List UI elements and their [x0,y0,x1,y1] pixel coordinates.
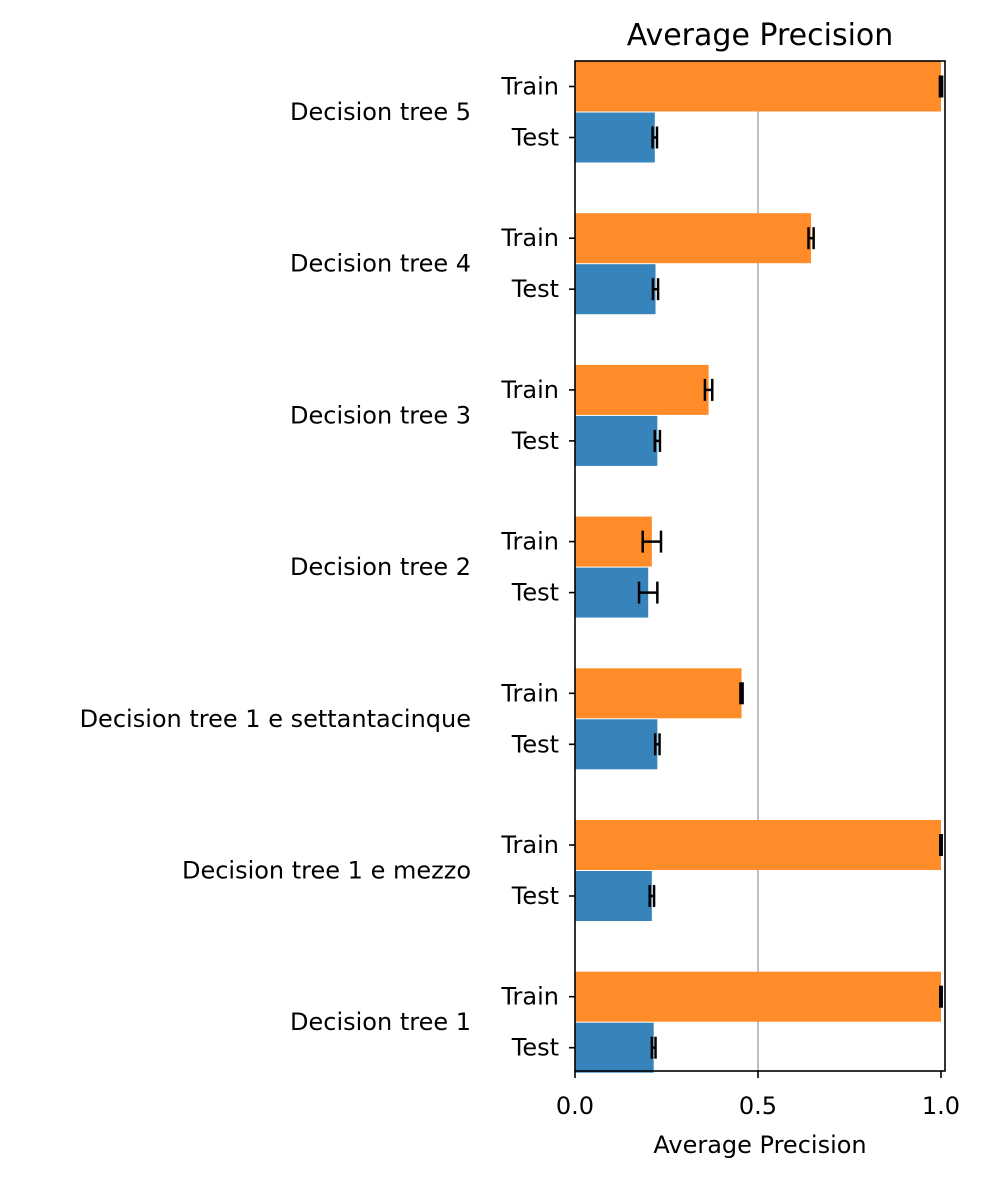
group-label: Decision tree 1 e mezzo [182,857,471,885]
test-bar [575,415,658,466]
x-tick-label: 1.0 [922,1092,960,1120]
train-bar [575,364,709,415]
axes: Decision tree 5 Train Test Decision tree 4 T… [80,60,960,1120]
group-label: Decision tree 5 [290,98,471,126]
y-tick-label: Train [500,983,559,1011]
test-bar [575,567,649,618]
y-tick-label: Test [511,124,559,152]
group-label: Decision tree 2 [290,553,471,581]
y-tick-label: Train [500,73,559,101]
y-tick-label: Train [500,679,559,707]
train-bar [575,213,812,264]
train-bar [575,971,941,1022]
test-bar [575,264,656,315]
train-bar [575,61,941,112]
y-tick-label: Train [500,224,559,252]
train-bar [575,516,652,567]
test-bar [575,719,658,770]
chart-title: Average Precision [627,18,894,53]
test-bar [575,871,652,921]
y-tick-label: Test [511,427,559,455]
y-tick-label: Train [500,831,559,859]
x-axis-label: Average Precision [653,1131,866,1159]
train-bar [575,820,941,870]
x-tick-label: 0.5 [739,1092,777,1120]
group-label: Decision tree 1 [290,1008,471,1036]
group-label: Decision tree 4 [290,250,471,278]
y-tick-label: Test [511,579,559,607]
y-tick-label: Test [511,730,559,758]
x-tick-label: 0.0 [556,1092,594,1120]
group-label: Decision tree 3 [290,401,471,429]
axes-frame [574,60,946,1072]
test-bar [575,1022,654,1073]
y-tick-label: Test [511,275,559,303]
y-tick-label: Test [511,882,559,910]
y-tick-label: Train [500,376,559,404]
y-tick-label: Train [500,528,559,556]
train-bar [575,668,742,719]
group-label: Decision tree 1 e settantacinque [80,705,471,733]
y-tick-label: Test [511,1034,559,1062]
plot-area [575,61,944,1073]
test-bar [575,112,655,163]
